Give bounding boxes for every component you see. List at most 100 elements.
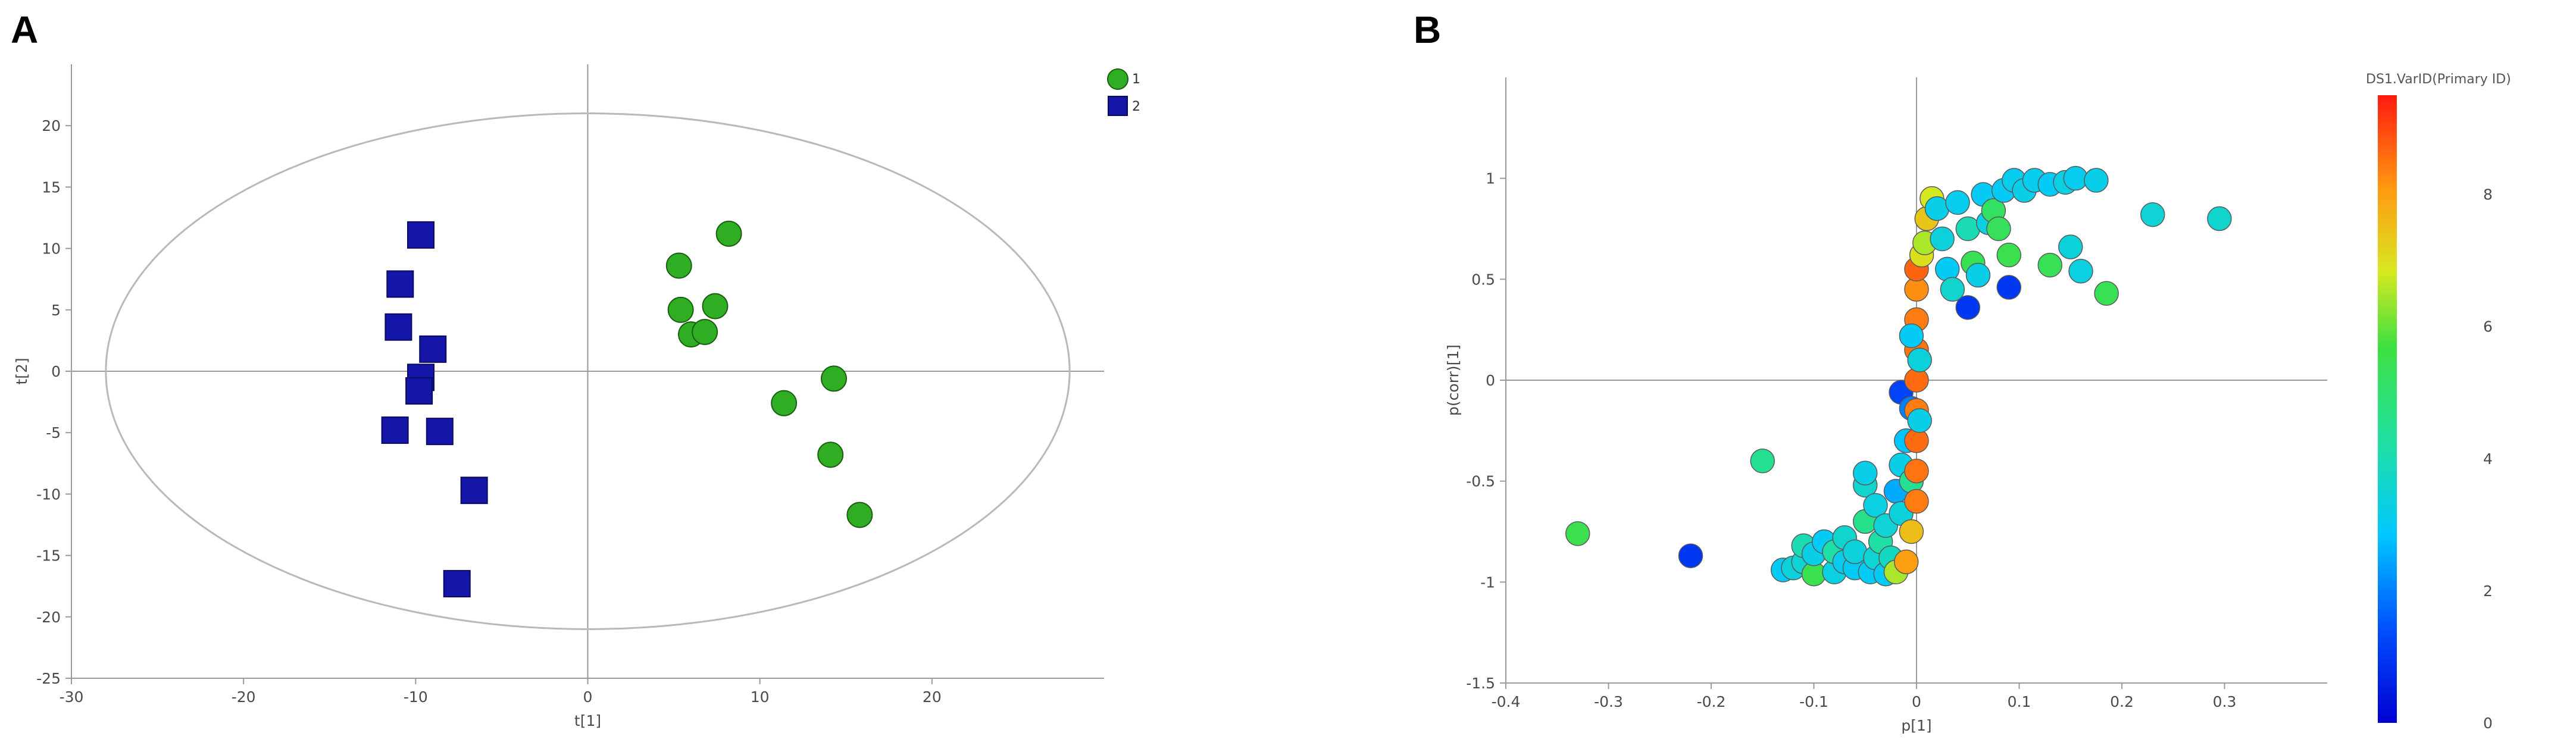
variable-point bbox=[2140, 202, 2165, 227]
colorbar-tick-label: 4 bbox=[2483, 450, 2493, 468]
variable-point bbox=[1899, 323, 1924, 349]
x-tick-label: 0 bbox=[583, 688, 593, 706]
variable-point bbox=[1750, 448, 1775, 474]
group-1-point bbox=[667, 296, 694, 323]
x-tick-label: 10 bbox=[751, 688, 770, 706]
colorbar-tick-label: 0 bbox=[2483, 715, 2493, 732]
x-tick-label: -0.3 bbox=[1594, 693, 1623, 710]
s-plot-ticks: -0.4 -0.3 -0.2 -0.1 0 0.1 0.2 0.3 1 0.5 0 -0.5 -1 -1.… bbox=[1466, 170, 2236, 710]
variable-point bbox=[1565, 521, 1590, 546]
colorbar-gradient bbox=[2378, 95, 2397, 723]
y-tick-label: 15 bbox=[42, 178, 61, 196]
y-tick-label: -5 bbox=[46, 424, 61, 441]
s-plot-panel: -0.4 -0.3 -0.2 -0.1 0 0.1 0.2 0.3 1 0.5 0 -0.5 -1 -1.… bbox=[1445, 72, 2511, 734]
variable-point bbox=[2094, 281, 2119, 306]
y-tick-label: 0 bbox=[1486, 372, 1495, 389]
x-tick-label: 0.1 bbox=[2008, 693, 2031, 710]
variable-point bbox=[1853, 460, 1878, 485]
y-tick-label: -1.5 bbox=[1466, 675, 1495, 692]
variable-point bbox=[1940, 277, 1965, 302]
y-tick-label: -25 bbox=[36, 670, 61, 687]
x-tick-label: -0.1 bbox=[1799, 693, 1828, 710]
group-1-point bbox=[817, 441, 844, 468]
variable-point bbox=[1904, 488, 1929, 514]
colorbar-tick-label: 8 bbox=[2483, 186, 2493, 203]
y-tick-label: 20 bbox=[42, 117, 61, 134]
variable-point bbox=[1924, 196, 1950, 221]
s-plot-marks bbox=[1565, 165, 2232, 587]
s-plot-x-label: p[1] bbox=[1901, 717, 1931, 734]
group-2-point bbox=[384, 313, 412, 341]
group-1-point bbox=[715, 220, 742, 247]
score-plot-legend: 1 2 bbox=[1107, 68, 1140, 116]
variable-point bbox=[1863, 493, 1888, 518]
variable-point bbox=[1945, 190, 1970, 215]
variable-point bbox=[2207, 206, 2232, 231]
y-tick-label: 5 bbox=[51, 302, 61, 319]
x-tick-label: 0 bbox=[1912, 693, 1921, 710]
variable-point bbox=[2063, 165, 2089, 191]
variable-point bbox=[1842, 539, 1868, 565]
y-tick-label: -15 bbox=[36, 547, 61, 565]
score-plot-x-label: t[1] bbox=[574, 712, 601, 729]
colorbar-ticks: 8 6 4 2 0 bbox=[2483, 186, 2493, 732]
group-2-point bbox=[443, 570, 471, 598]
group-1-point bbox=[692, 318, 718, 345]
legend-series-1-label: 1 bbox=[1132, 72, 1140, 87]
variable-point bbox=[2058, 234, 2083, 259]
group-1-point bbox=[771, 390, 798, 416]
y-tick-label: -1 bbox=[1480, 574, 1495, 591]
legend-series-2-icon bbox=[1108, 96, 1128, 116]
panel-letter-b: B bbox=[1414, 8, 1441, 51]
group-2-point bbox=[419, 335, 447, 363]
y-tick-label: 0.5 bbox=[1471, 271, 1495, 288]
y-tick-label: 1 bbox=[1486, 170, 1495, 187]
group-1-point bbox=[821, 365, 848, 392]
legend-series-2-label: 2 bbox=[1132, 99, 1140, 114]
x-tick-label: -10 bbox=[404, 688, 428, 706]
x-tick-label: -20 bbox=[232, 688, 256, 706]
y-tick-label: 10 bbox=[42, 240, 61, 258]
variable-point bbox=[1907, 408, 1932, 433]
group-1-point bbox=[665, 252, 692, 279]
group-2-point bbox=[386, 270, 414, 298]
variable-point bbox=[1955, 295, 1980, 320]
colorbar-tick-label: 6 bbox=[2483, 318, 2493, 336]
variable-point bbox=[1996, 242, 2021, 268]
variable-point bbox=[1899, 519, 1924, 544]
variable-point bbox=[1965, 262, 1991, 288]
group-1-point bbox=[846, 502, 873, 528]
y-tick-label: -10 bbox=[36, 485, 61, 503]
s-plot-y-label: p(corr)[1] bbox=[1445, 344, 1462, 416]
panel-letter-a: A bbox=[11, 8, 38, 51]
score-plot-y-label: t[2] bbox=[13, 358, 30, 384]
score-plot-panel: -30 -20 -10 0 10 20 20 15 10 5 0 -5 -10 -15 -20 -25 t[1… bbox=[13, 64, 1140, 729]
variable-point bbox=[2068, 259, 2093, 284]
group-1-point bbox=[702, 293, 729, 319]
variable-point bbox=[1907, 347, 1932, 372]
variable-point bbox=[2084, 168, 2109, 193]
x-tick-label: -30 bbox=[60, 688, 84, 706]
variable-point bbox=[1955, 216, 1980, 242]
group-2-point bbox=[381, 416, 409, 444]
variable-point bbox=[1996, 275, 2021, 300]
group-2-point bbox=[460, 477, 488, 505]
s-plot-colorbar: DS1.VarID(Primary ID) 8 6 4 2 0 bbox=[2366, 72, 2511, 732]
variable-point bbox=[1894, 549, 1919, 575]
y-tick-label: -20 bbox=[36, 609, 61, 626]
variable-point bbox=[1678, 543, 1703, 568]
score-plot-marks bbox=[381, 220, 873, 598]
variable-point bbox=[1904, 458, 1929, 484]
y-tick-label: -0.5 bbox=[1466, 473, 1495, 490]
confidence-ellipse bbox=[105, 112, 1071, 630]
y-tick-label: 0 bbox=[51, 363, 61, 380]
x-tick-label: -0.2 bbox=[1697, 693, 1726, 710]
x-tick-label: -0.4 bbox=[1492, 693, 1521, 710]
group-2-point bbox=[426, 418, 454, 446]
colorbar-title: DS1.VarID(Primary ID) bbox=[2366, 72, 2511, 87]
x-tick-label: 0.2 bbox=[2110, 693, 2134, 710]
score-plot-ticks: -30 -20 -10 0 10 20 20 15 10 5 0 -5 -10 -15 -20 -25 bbox=[36, 117, 942, 706]
score-plot-axes bbox=[71, 64, 1104, 679]
x-tick-label: 20 bbox=[923, 688, 942, 706]
